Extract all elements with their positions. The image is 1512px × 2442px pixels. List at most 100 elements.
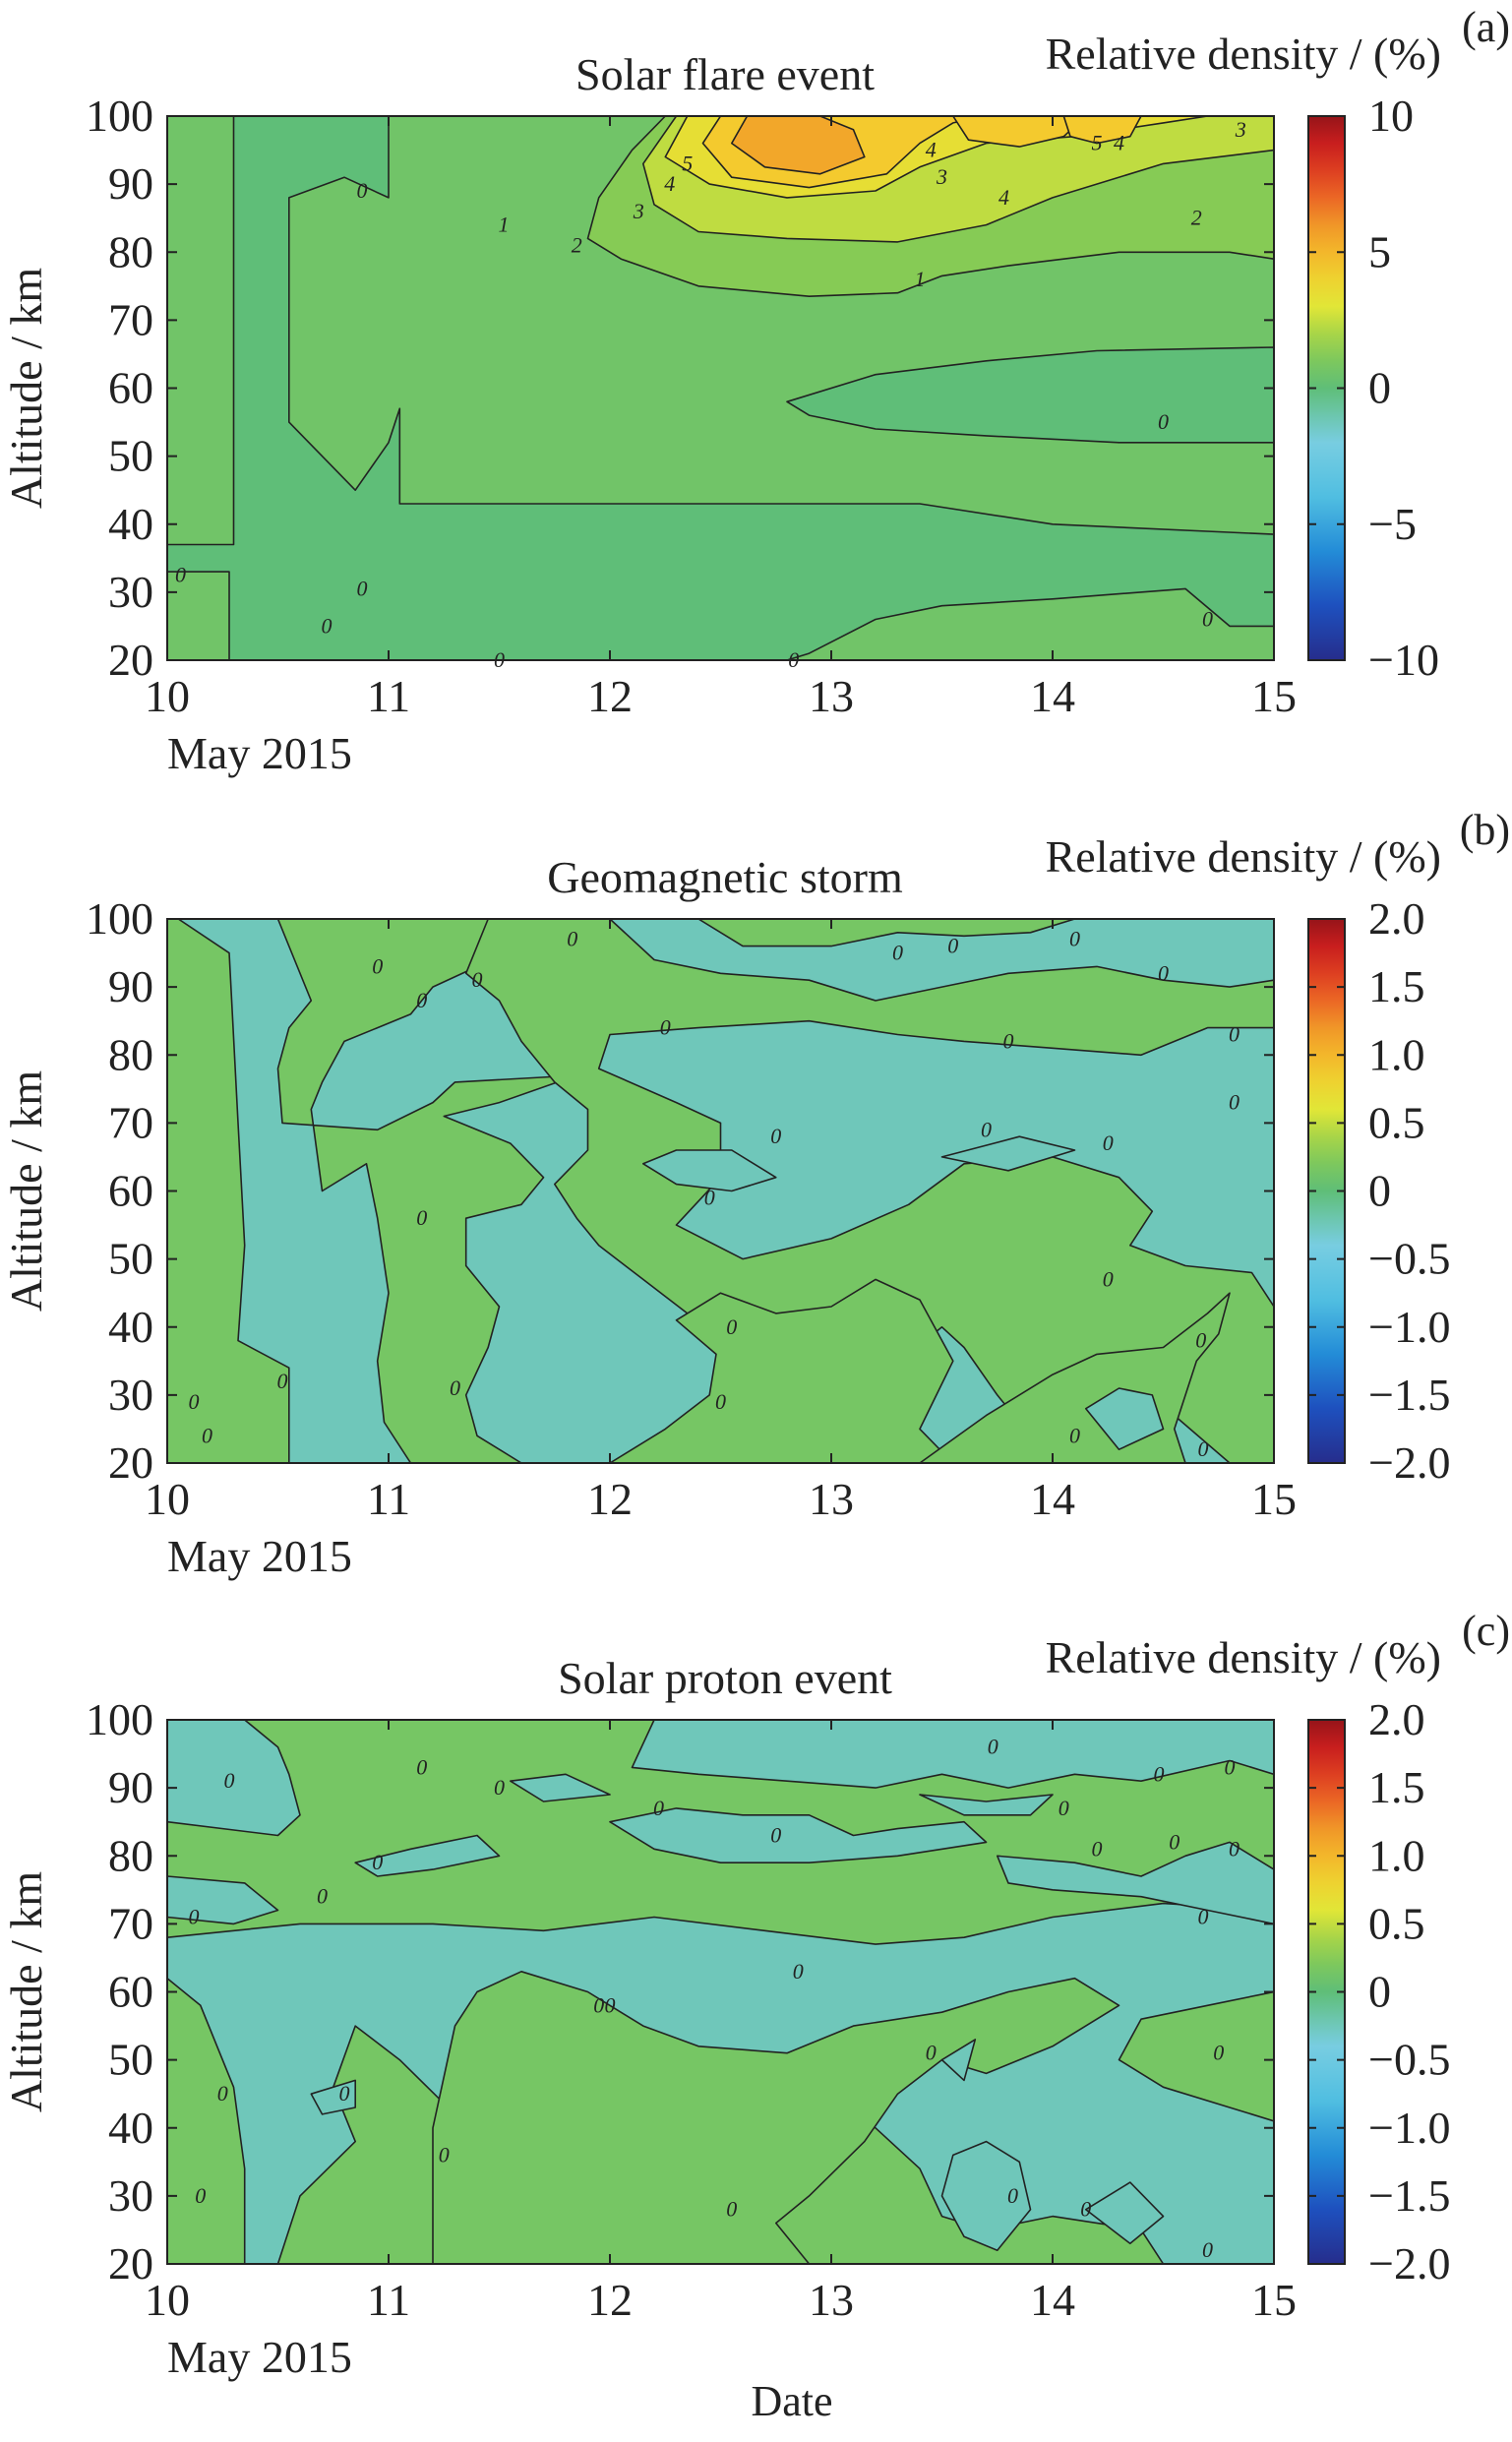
y-tick-label: 70: [108, 294, 153, 344]
contour-label: 0: [1198, 1436, 1209, 1461]
x-tick-label: 12: [587, 1474, 633, 1524]
contour-label: 4: [998, 185, 1009, 210]
contour-label: 0: [195, 2183, 206, 2208]
contour-label: 0: [472, 967, 483, 992]
y-tick-label: 20: [108, 635, 153, 685]
y-tick-label: 60: [108, 1967, 153, 2017]
y-tick-label: 80: [108, 1029, 153, 1079]
x-tick-label: 13: [809, 2275, 854, 2325]
colorbar-label: Relative density / (%): [1046, 831, 1441, 882]
colorbar-tick-label: −2.0: [1368, 1437, 1450, 1488]
contour-region: [997, 1841, 1274, 1925]
contour-label: 0: [770, 1124, 781, 1148]
contour-label: 0: [1169, 1829, 1179, 1854]
contour-label: 3: [1235, 117, 1246, 142]
y-tick-label: 90: [108, 158, 153, 209]
panel-title: Geomagnetic storm: [547, 852, 903, 902]
contour-label: 0: [416, 988, 427, 1012]
contour-region: [1085, 1387, 1165, 1450]
y-tick-label: 90: [108, 961, 153, 1011]
y-tick-label: 80: [108, 226, 153, 276]
colorbar-tick-label: 1.5: [1368, 1762, 1425, 1812]
x-tick-label: 13: [809, 1474, 854, 1524]
contour-label: 0: [660, 1015, 671, 1040]
panel-label: (c): [1462, 1607, 1510, 1655]
contour-region: [940, 1135, 1076, 1172]
contour-regions: [167, 1720, 1274, 2264]
y-tick-label: 60: [108, 363, 153, 413]
contour-label: 3: [936, 164, 947, 189]
contour-label: 0: [1229, 1090, 1240, 1115]
y-tick-label: 30: [108, 567, 153, 617]
contour-region: [919, 1794, 1054, 1816]
contour-label: 0: [175, 563, 186, 587]
contour-label: 0: [1158, 409, 1169, 434]
contour-label: 0: [593, 1992, 604, 2017]
panel-title: Solar flare event: [575, 49, 875, 99]
y-tick-label: 50: [108, 2035, 153, 2085]
contour-regions: [167, 919, 1274, 1463]
contour-label: 2: [1191, 206, 1202, 230]
contour-label: 0: [947, 934, 958, 958]
colorbar-tick-label: 0.5: [1368, 1898, 1425, 1948]
contour-region: [642, 1149, 777, 1192]
contour-label: 0: [189, 1389, 200, 1414]
colorbar-tick-label: −1.0: [1368, 1302, 1450, 1352]
y-tick-label: 60: [108, 1166, 153, 1216]
contour-label: 0: [1213, 2041, 1224, 2065]
contour-label: 0: [726, 2197, 737, 2222]
contour-label: 5: [682, 151, 693, 175]
contour-region: [786, 346, 1274, 444]
x-tick-label: 11: [367, 2275, 410, 2325]
contour-label: 4: [926, 138, 937, 162]
x-tick-label: 11: [367, 671, 410, 721]
x-tick-label: 10: [145, 1474, 190, 1524]
x-tick-label: 14: [1030, 2275, 1075, 2325]
contour-region: [940, 2039, 977, 2082]
colorbar-tick-label: −1.0: [1368, 2103, 1450, 2153]
colorbar-tick-label: 0: [1368, 1166, 1391, 1216]
y-tick-label: 50: [108, 1234, 153, 1284]
contour-label: 0: [981, 1117, 992, 1141]
panel-label: (b): [1460, 806, 1510, 854]
colorbar-tick-label: −5: [1368, 499, 1417, 549]
y-tick-label: 40: [108, 2103, 153, 2153]
contour-region: [631, 1720, 1274, 1789]
contour-region: [1085, 2181, 1165, 2245]
x-tick-label: 12: [587, 2275, 633, 2325]
colorbar-tick-label: −1.5: [1368, 1370, 1450, 1420]
contour-label: 0: [704, 1185, 715, 1209]
contour-label: 0: [1158, 960, 1169, 985]
y-tick-label: 50: [108, 431, 153, 481]
contour-label: 0: [653, 1796, 664, 1820]
contour-region: [310, 2079, 356, 2115]
panel-title: Solar proton event: [558, 1653, 892, 1703]
contour-label: 1: [499, 213, 510, 237]
x-tick-label: 10: [145, 2275, 190, 2325]
y-tick-label: 100: [86, 893, 153, 944]
contour-label: 0: [202, 1423, 212, 1447]
contour-label: 0: [1154, 1761, 1165, 1786]
contour-label: 0: [317, 1884, 328, 1909]
contour-region: [697, 919, 1076, 947]
x-tick-label: 13: [809, 671, 854, 721]
contour-region: [167, 1875, 279, 1925]
x-tick-label: 12: [587, 671, 633, 721]
contour-label: 0: [926, 2041, 937, 2065]
x-tick-label: 10: [145, 671, 190, 721]
contour-label: 0: [450, 1375, 460, 1400]
contour-region: [167, 116, 1274, 660]
contour-region: [510, 1773, 611, 1802]
contour-region: [464, 919, 1274, 1463]
x-tick-label: 11: [367, 1474, 410, 1524]
colorbar-label: Relative density / (%): [1046, 29, 1441, 79]
contour-label: 0: [1198, 1904, 1209, 1928]
contour-label: 0: [224, 1768, 235, 1793]
colorbar-label: Relative density / (%): [1046, 1632, 1441, 1682]
contour-label: 0: [416, 1205, 427, 1230]
colorbar-tick-label: 1.0: [1368, 1830, 1425, 1880]
colorbar-tick-label: 0: [1368, 363, 1391, 413]
contour-label: 0: [439, 2142, 450, 2167]
colorbar-tick-label: −2.0: [1368, 2238, 1450, 2289]
